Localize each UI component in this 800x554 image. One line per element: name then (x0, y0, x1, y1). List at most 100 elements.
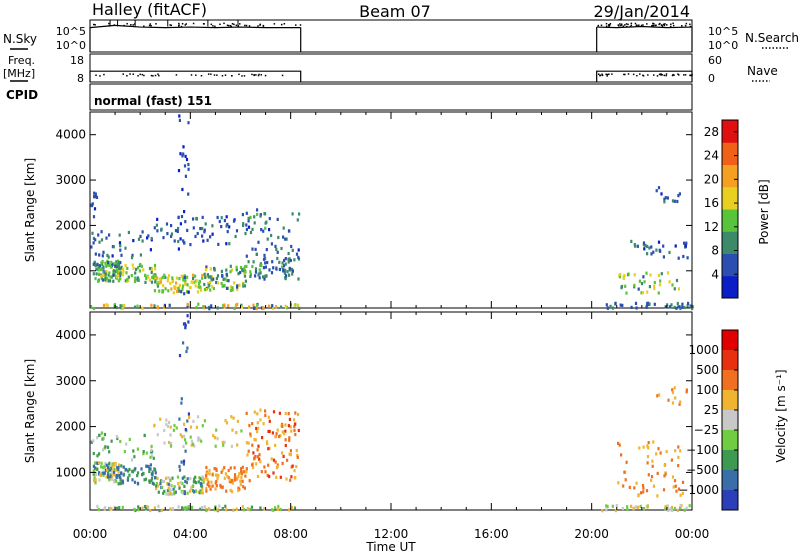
range-gate-cell (668, 280, 671, 284)
range-gate-cell (666, 196, 669, 200)
range-gate-cell (113, 473, 116, 477)
range-gate-cell (156, 282, 159, 286)
range-gate-cell (642, 243, 645, 247)
range-gate-cell (671, 391, 675, 395)
range-gate-cell (102, 436, 105, 440)
range-gate-cell (111, 262, 114, 266)
range-gate-cell (186, 314, 189, 318)
range-gate-cell (150, 448, 153, 452)
range-gate-cell (183, 475, 186, 479)
range-gate-cell (240, 476, 243, 480)
range-gate-cell (657, 447, 660, 451)
range-gate-cell (183, 484, 186, 488)
range-gate-cell (272, 266, 275, 270)
range-gate-cell (235, 268, 238, 272)
nsearch-point (646, 23, 648, 25)
range-gate-cell (284, 257, 287, 261)
noise-panel: N.Sky 10^5 10^0 10^5 10^0 N.Search (3, 19, 799, 53)
range-gate-cell (100, 238, 104, 242)
range-gate-cell (278, 411, 281, 415)
range-gate-cell (187, 121, 190, 125)
range-gate-cell (662, 488, 666, 492)
range-gate-cell (145, 451, 148, 455)
range-gate-cell (259, 408, 262, 412)
range-gate-cell (130, 256, 134, 260)
range-gate-cell (107, 466, 110, 470)
range-gate-cell (671, 283, 674, 287)
nave-point (257, 74, 260, 77)
range-gate-cell (679, 449, 682, 453)
range-gate-cell (229, 264, 232, 268)
freq-ytick-top: 18 (70, 54, 84, 67)
range-gate-cell (201, 475, 204, 480)
nsearch-point (181, 22, 184, 25)
range-gate-cell (237, 272, 240, 276)
range-gate-cell (169, 507, 172, 511)
range-gate-cell (254, 438, 257, 442)
range-gate-cell (121, 273, 124, 277)
range-gate-cell (169, 281, 172, 285)
range-gate-cell (633, 486, 636, 490)
range-gate-cell (185, 481, 188, 485)
range-gate-cell (172, 487, 175, 491)
range-gate-cell (169, 483, 172, 487)
range-gate-cell (679, 400, 682, 404)
nsearch-label: N.Search (745, 31, 799, 45)
nave-point (639, 73, 641, 75)
range-gate-cell (285, 306, 289, 310)
range-gate-cell (676, 199, 679, 204)
range-gate-cell (189, 243, 192, 247)
range-gate-cell (206, 273, 209, 277)
range-gate-cell (635, 306, 638, 310)
range-gate-cell (227, 279, 230, 283)
range-gate-cell (185, 506, 188, 510)
nave-point (150, 74, 153, 77)
range-gate-cell (276, 217, 279, 221)
nsearch-point (273, 23, 276, 25)
range-gate-cell (256, 448, 259, 452)
range-gate-cell (636, 505, 640, 509)
range-gate-cell (214, 487, 217, 491)
range-gate-cell (247, 225, 251, 229)
range-gate-cell (645, 305, 648, 309)
x-axis-label: Time UT (365, 540, 416, 554)
nave-ytick-bottom: 0 (708, 72, 715, 85)
nave-point (677, 73, 679, 75)
range-gate-cell (255, 307, 258, 311)
nsearch-point (619, 23, 621, 25)
range-gate-cell (207, 480, 210, 484)
range-gate-cell (679, 306, 682, 311)
range-gate-cell (211, 484, 214, 488)
range-gate-cell (181, 284, 185, 288)
nave-point (671, 74, 674, 77)
range-gate-cell (619, 303, 622, 307)
range-gate-cell (183, 164, 187, 168)
y-tick-label: 4000 (55, 328, 86, 342)
range-gate-cell (650, 245, 653, 249)
range-gate-cell (648, 302, 651, 306)
range-gate-cell (187, 505, 190, 509)
range-gate-cell (208, 468, 211, 473)
range-gate-cell (293, 469, 296, 473)
range-gate-cell (675, 306, 678, 310)
nave-ytick-top: 60 (708, 54, 722, 67)
range-gate-cell (124, 279, 127, 283)
range-gate-cell (225, 272, 228, 276)
range-gate-cell (184, 449, 187, 453)
range-gate-cell (646, 461, 649, 465)
range-gate-cell (684, 244, 687, 248)
range-gate-cell (113, 461, 116, 466)
range-gate-cell (271, 304, 274, 308)
range-gate-cell (137, 508, 140, 512)
range-gate-cell (252, 465, 255, 470)
range-gate-cell (252, 303, 255, 307)
range-gate-cell (256, 455, 259, 459)
range-gate-cell (188, 415, 191, 419)
range-gate-cell (95, 272, 98, 276)
range-gate-cell (277, 504, 280, 508)
range-gate-cell (213, 467, 216, 471)
range-gate-cell (221, 468, 224, 472)
range-gate-cell (229, 488, 232, 492)
nsearch-point (605, 25, 608, 27)
range-gate-cell (119, 244, 122, 248)
